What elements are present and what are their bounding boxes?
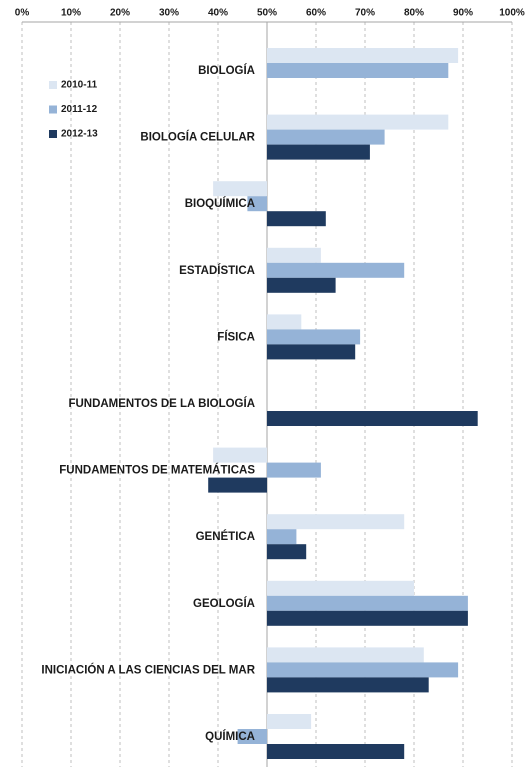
category-label: GENÉTICA	[196, 530, 255, 543]
bar	[267, 48, 459, 63]
bar	[267, 63, 449, 78]
bar	[267, 744, 405, 759]
legend-label: 2010-11	[61, 80, 98, 91]
bar	[267, 595, 468, 611]
bar	[267, 262, 405, 278]
bar	[267, 610, 468, 626]
bar	[267, 129, 385, 145]
legend-label: 2012-13	[61, 129, 98, 140]
x-tick-label: 0%	[15, 8, 30, 19]
bar	[267, 529, 297, 545]
x-tick-label: 70%	[355, 8, 375, 19]
bar	[267, 114, 449, 130]
bar	[267, 344, 356, 360]
bar	[267, 677, 429, 693]
x-tick-label: 90%	[453, 8, 473, 19]
x-tick-label: 60%	[306, 8, 326, 19]
category-label: FUNDAMENTOS DE MATEMÁTICAS	[59, 464, 255, 477]
bar	[267, 277, 336, 293]
bar	[267, 144, 370, 160]
bar	[267, 662, 459, 678]
category-label: GEOLOGÍA	[193, 597, 255, 610]
bar	[267, 211, 326, 227]
bar	[208, 477, 267, 493]
x-tick-label: 10%	[61, 8, 81, 19]
x-tick-label: 80%	[404, 8, 424, 19]
x-tick-label: 50%	[257, 8, 277, 19]
bar	[267, 462, 321, 478]
category-label: FUNDAMENTOS DE LA BIOLOGÍA	[68, 397, 255, 410]
legend-label: 2011-12	[61, 104, 98, 115]
bar	[267, 329, 361, 345]
bar	[267, 647, 424, 663]
category-label: ESTADÍSTICA	[179, 264, 255, 277]
legend-swatch	[49, 81, 57, 89]
legend-swatch	[49, 130, 57, 138]
x-tick-label: 30%	[159, 8, 179, 19]
bar	[213, 447, 267, 463]
bar	[267, 314, 302, 330]
bar	[267, 411, 478, 426]
category-label: INICIACIÓN A LAS CIENCIAS DEL MAR	[41, 663, 255, 676]
category-label: BIOLOGÍA CELULAR	[140, 131, 255, 144]
category-label: BIOLOGÍA	[198, 64, 255, 77]
category-label: QUÍMICA	[205, 730, 255, 743]
legend-swatch	[49, 105, 57, 114]
x-tick-label: 40%	[208, 8, 228, 19]
bar	[237, 729, 267, 744]
bar	[267, 714, 312, 729]
bar	[247, 196, 267, 212]
bar	[213, 181, 267, 197]
category-label: BIOQUÍMICA	[185, 197, 255, 210]
bar	[267, 514, 405, 530]
bar	[267, 247, 321, 263]
x-tick-label: 20%	[110, 8, 130, 19]
x-tick-label: 100%	[499, 8, 525, 19]
category-label: FÍSICA	[217, 330, 255, 343]
bar	[267, 544, 307, 560]
bar	[267, 580, 414, 596]
